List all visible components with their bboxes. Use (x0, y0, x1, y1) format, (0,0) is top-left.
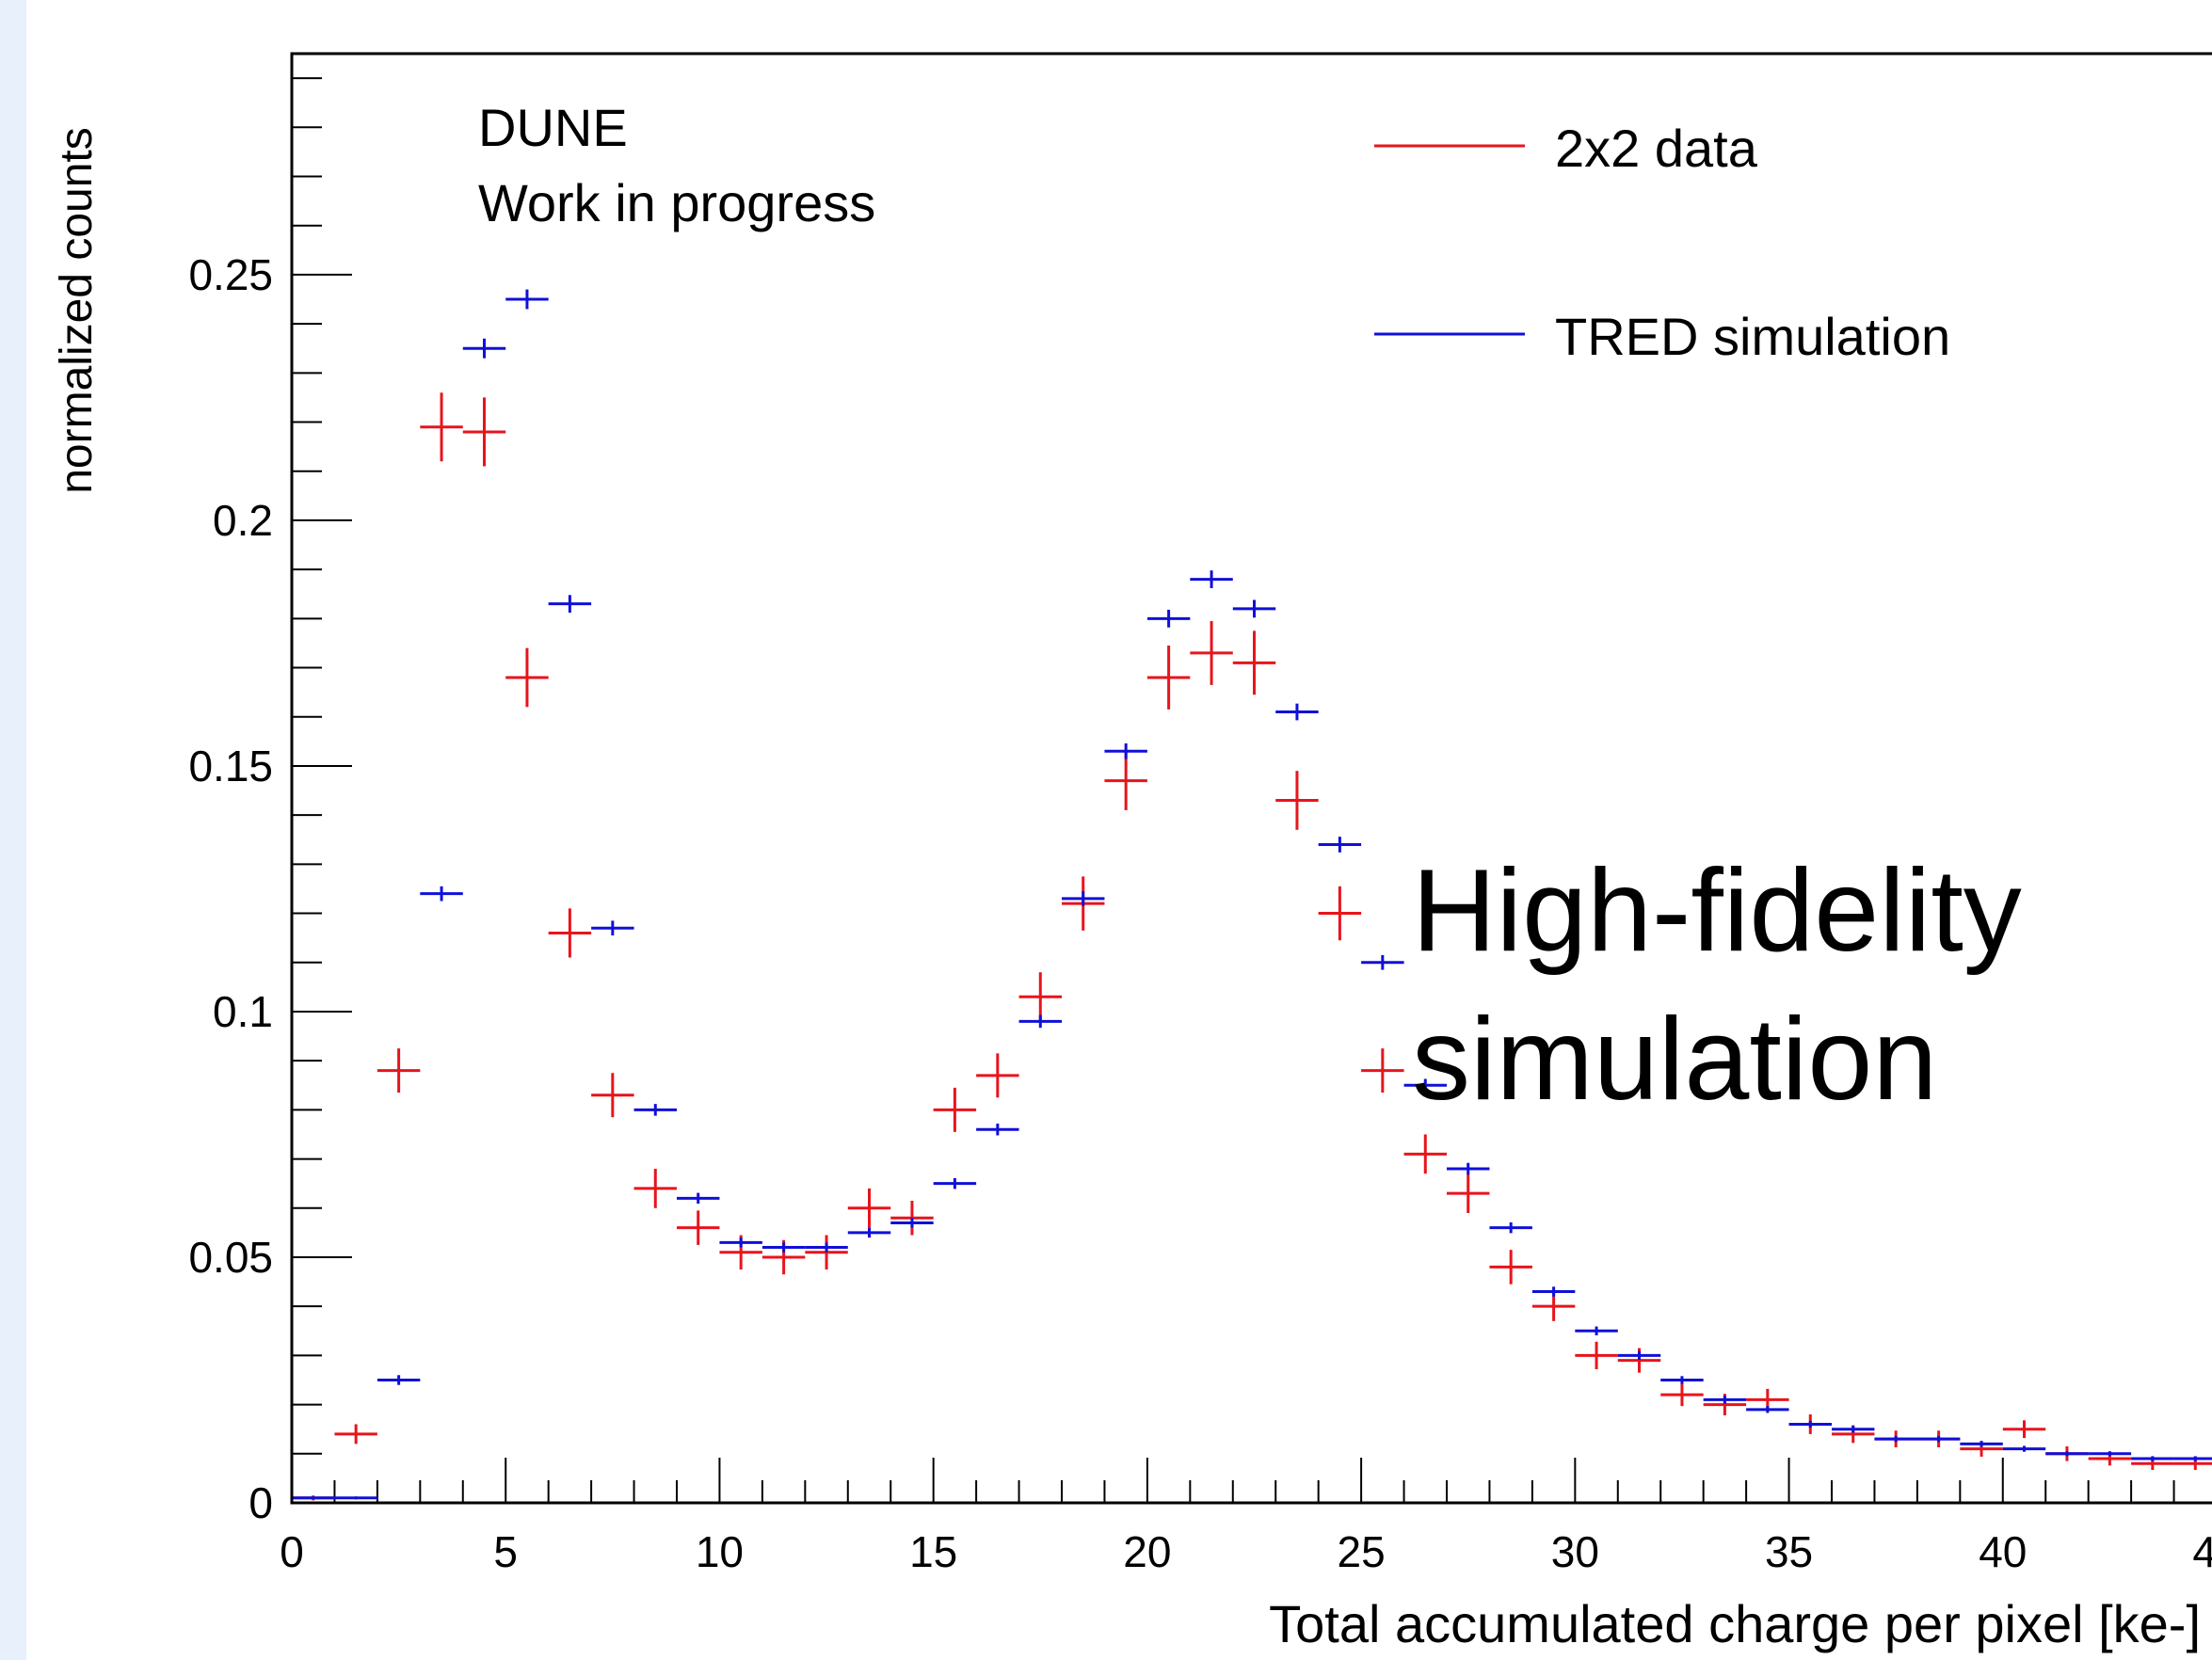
series-simulation (292, 289, 2212, 1500)
x-tick-label: 40 (1979, 1527, 2027, 1576)
x-tick-label: 20 (1123, 1527, 1171, 1576)
y-tick-label: 0.1 (213, 987, 273, 1036)
left-border-strip (0, 0, 26, 1660)
x-tick-label: 15 (909, 1527, 957, 1576)
legend: 2x2 data TRED simulation (1374, 119, 1950, 366)
x-tick-label: 25 (1338, 1527, 1386, 1576)
x-tick-label: 30 (1551, 1527, 1599, 1576)
axis-ticks (291, 77, 2175, 1504)
legend-label-simulation: TRED simulation (1555, 307, 1950, 366)
y-tick-label: 0.25 (188, 250, 273, 299)
data-series (292, 289, 2212, 1501)
y-tick-label: 0 (248, 1478, 273, 1527)
x-tick-label: 5 (493, 1527, 518, 1576)
x-tick-label: 45 (2192, 1527, 2212, 1576)
status-label: Work in progress (478, 173, 875, 232)
x-axis-label: Total accumulated charge per pixel [ke-] (1269, 1594, 2201, 1653)
x-tick-label: 0 (280, 1527, 304, 1576)
plot-frame (290, 52, 2212, 1505)
highlight-text-line2: simulation (1412, 995, 1937, 1125)
y-tick-label: 0.15 (188, 742, 273, 790)
x-tick-label: 35 (1765, 1527, 1813, 1576)
y-tick-label: 0.05 (188, 1233, 273, 1282)
tick-labels: 0 5 10 15 20 25 30 35 40 45 0 0.05 0.1 0.15 0.2 0.25 (188, 250, 2212, 1576)
highlight-text-line1: High-fidelity (1412, 846, 2022, 976)
experiment-label: DUNE (478, 98, 628, 157)
y-axis-label: normalized counts (52, 127, 102, 494)
y-tick-label: 0.2 (213, 496, 273, 545)
legend-label-data: 2x2 data (1555, 119, 1758, 178)
x-tick-label: 10 (696, 1527, 744, 1576)
